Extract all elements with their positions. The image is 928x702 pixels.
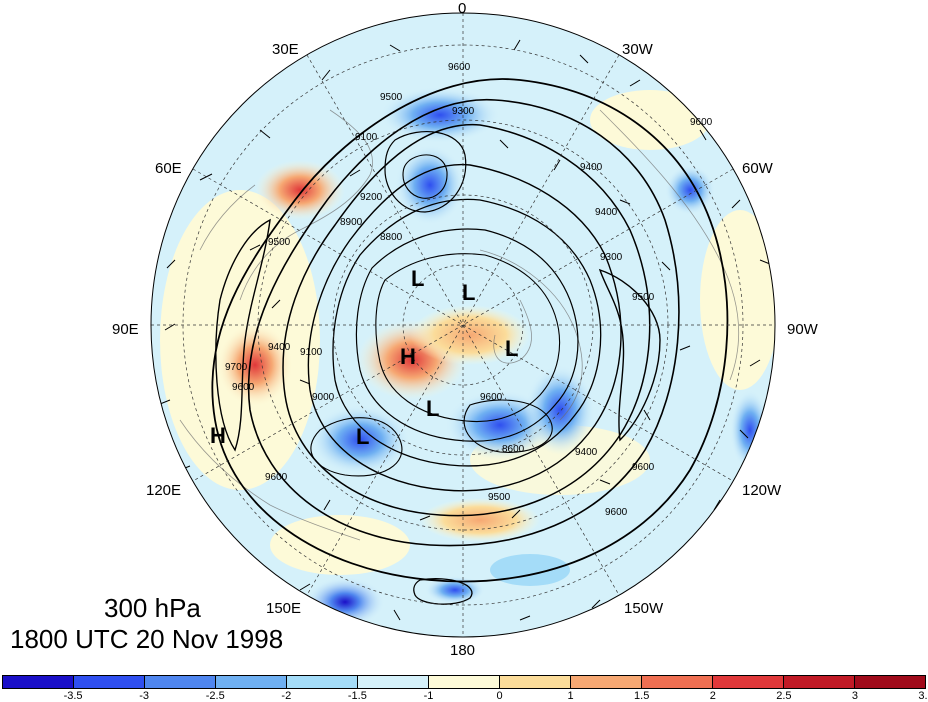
contour-label: 9600 [448, 62, 471, 73]
colorbar-swatch [784, 676, 855, 688]
lon-label-180: 180 [450, 642, 476, 659]
lon-label-30e: 30E [272, 41, 299, 58]
colorbar-swatch [571, 676, 642, 688]
contour-label: 9400 [595, 207, 618, 218]
colorbar-swatch [74, 676, 145, 688]
lon-label-120e: 120E [146, 482, 182, 499]
colorbar-swatch [145, 676, 216, 688]
contour-label: 9100 [355, 132, 378, 143]
contour-label: 9700 [225, 362, 248, 373]
contour-label: 9400 [575, 447, 598, 458]
colorbar-tick-label: -2.5 [205, 690, 225, 702]
contour-label: 9400 [268, 342, 291, 353]
lon-label-0: 0 [458, 0, 467, 17]
contour-label: 9600 [632, 462, 655, 473]
contour-label: 8600 [502, 444, 525, 455]
contour-label: 8900 [340, 217, 363, 228]
low-center-marker: L [426, 396, 440, 421]
contour-label: 9600 [605, 507, 628, 518]
contour-label: 9600 [480, 392, 503, 403]
contour-labels: 9600 9500 9300 9100 9400 9200 8900 8800 … [225, 62, 713, 518]
colorbar-swatch [287, 676, 358, 688]
contour-label: 9300 [600, 252, 623, 263]
lon-label-120w: 120W [742, 482, 782, 499]
colorbar-tick-label: 2.5 [776, 690, 792, 702]
colorbar-swatch [358, 676, 429, 688]
colorbar-tick-label: 1 [567, 690, 574, 702]
map-boundary [150, 12, 776, 638]
colorbar-tick-label: 2 [709, 690, 716, 702]
contour-label: 9300 [452, 106, 475, 117]
lon-label-30w: 30W [622, 41, 653, 58]
contour-label: 9000 [312, 392, 335, 403]
colorbar-tick-label: 0 [496, 690, 503, 702]
lon-label-60e: 60E [155, 160, 182, 177]
high-center-marker: H [400, 344, 416, 369]
colorbar-swatch [855, 676, 925, 688]
colorbar-tick-label: -2 [281, 690, 292, 702]
contour-label: 9600 [265, 472, 288, 483]
lon-label-150e: 150E [266, 600, 302, 617]
low-center-marker: L [356, 424, 370, 449]
colorbar-tick-label: 1.5 [634, 690, 650, 702]
colorbar-tick-label: -1 [423, 690, 434, 702]
lon-label-90e: 90E [112, 321, 139, 338]
graticule [151, 13, 775, 637]
low-center-marker: L [462, 280, 476, 305]
low-center-marker: L [411, 266, 425, 291]
contour-label: 9600 [232, 382, 255, 393]
contour-label: 9500 [488, 492, 511, 503]
colorbar-swatch [216, 676, 287, 688]
lon-label-60w: 60W [742, 160, 773, 177]
colorbar-swatch [429, 676, 500, 688]
contour-label: 9500 [380, 92, 403, 103]
contour-label: 9200 [360, 192, 383, 203]
contour-label: 9100 [300, 347, 323, 358]
colorbar-tick-label: -3 [139, 690, 150, 702]
colorbar-swatch [500, 676, 571, 688]
low-center-marker: L [505, 336, 519, 361]
high-center-marker: H [210, 423, 226, 448]
wind-barbs [159, 39, 771, 621]
colorbar-tick-label: -3.5 [63, 690, 83, 702]
pressure-level-title: 300 hPa [104, 593, 201, 623]
contour-label: 9400 [580, 162, 603, 173]
contour-label: 9500 [268, 237, 291, 248]
colorbar-tick-label: 3.5 [918, 690, 928, 702]
lon-label-150w: 150W [624, 600, 664, 617]
contour-label: 9600 [690, 117, 713, 128]
lon-label-90w: 90W [787, 321, 818, 338]
colorbar-tick-label: -1.5 [347, 690, 367, 702]
colorbar-swatch [713, 676, 784, 688]
height-contours [211, 78, 729, 605]
contour-label: 9500 [632, 292, 655, 303]
datetime-title: 1800 UTC 20 Nov 1998 [10, 624, 284, 654]
colorbar-tick-label: 3 [851, 690, 858, 702]
contour-label: 8800 [380, 232, 403, 243]
colorbar-swatch [3, 676, 74, 688]
colorbar-swatch [642, 676, 713, 688]
colorbar [2, 675, 926, 689]
